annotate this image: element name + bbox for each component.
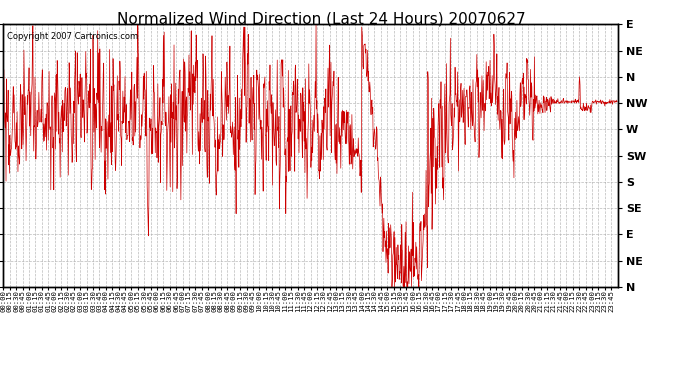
Text: Copyright 2007 Cartronics.com: Copyright 2007 Cartronics.com [6,32,137,41]
Text: Normalized Wind Direction (Last 24 Hours) 20070627: Normalized Wind Direction (Last 24 Hours… [117,12,525,27]
